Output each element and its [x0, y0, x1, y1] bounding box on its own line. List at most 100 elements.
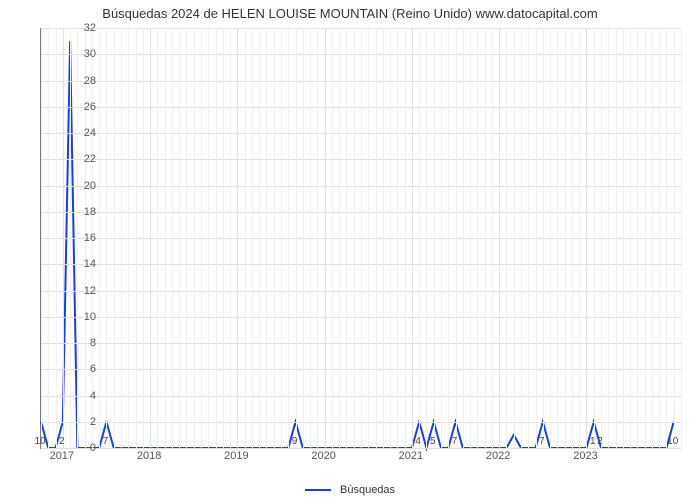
gridline-v-minor — [528, 28, 529, 448]
gridline-v-minor — [208, 28, 209, 448]
datapoint-label: 1 — [590, 436, 596, 447]
gridline-v — [412, 28, 413, 448]
xtick-label: 2022 — [486, 450, 510, 462]
gridline-v-minor — [397, 28, 398, 448]
gridline-v-minor — [274, 28, 275, 448]
gridline-v-minor — [179, 28, 180, 448]
gridline-v-minor — [223, 28, 224, 448]
gridline-v-minor — [659, 28, 660, 448]
xtick-label: 2019 — [224, 450, 248, 462]
gridline-v-minor — [492, 28, 493, 448]
plot-area — [40, 28, 681, 449]
gridline-v-minor — [572, 28, 573, 448]
chart-container: Búsquedas 2024 de HELEN LOUISE MOUNTAIN … — [0, 0, 700, 500]
gridline-v-minor — [681, 28, 682, 448]
gridline-v-minor — [506, 28, 507, 448]
gridline-h — [41, 448, 681, 449]
ytick-label: 32 — [46, 22, 96, 34]
gridline-v-minor — [186, 28, 187, 448]
gridline-v-minor — [346, 28, 347, 448]
xtick-label: 2018 — [137, 450, 161, 462]
ytick-label: 22 — [46, 153, 96, 165]
ytick-label: 24 — [46, 127, 96, 139]
gridline-v — [150, 28, 151, 448]
ytick-label: 12 — [46, 285, 96, 297]
gridline-v-minor — [252, 28, 253, 448]
gridline-v-minor — [266, 28, 267, 448]
chart-title: Búsquedas 2024 de HELEN LOUISE MOUNTAIN … — [0, 6, 700, 21]
gridline-v-minor — [245, 28, 246, 448]
gridline-v-minor — [361, 28, 362, 448]
xtick-label: 2017 — [50, 450, 74, 462]
gridline-v-minor — [536, 28, 537, 448]
gridline-v-minor — [288, 28, 289, 448]
ytick-label: 30 — [46, 48, 96, 60]
gridline-v — [586, 28, 587, 448]
gridline-v-minor — [434, 28, 435, 448]
gridline-v-minor — [630, 28, 631, 448]
gridline-v — [237, 28, 238, 448]
ytick-label: 2 — [46, 416, 96, 428]
ytick-label: 6 — [46, 363, 96, 375]
gridline-v-minor — [448, 28, 449, 448]
gridline-v-minor — [201, 28, 202, 448]
gridline-v-minor — [645, 28, 646, 448]
gridline-v-minor — [405, 28, 406, 448]
gridline-v-minor — [41, 28, 42, 448]
datapoint-label: 10 — [667, 436, 678, 447]
gridline-v-minor — [376, 28, 377, 448]
gridline-v-minor — [666, 28, 667, 448]
xtick-label: 2023 — [573, 450, 597, 462]
gridline-v-minor — [594, 28, 595, 448]
gridline-v-minor — [296, 28, 297, 448]
ytick-label: 10 — [46, 311, 96, 323]
xtick-label: 2020 — [311, 450, 335, 462]
gridline-v-minor — [383, 28, 384, 448]
gridline-v-minor — [165, 28, 166, 448]
gridline-v-minor — [216, 28, 217, 448]
gridline-v-minor — [485, 28, 486, 448]
gridline-v-minor — [477, 28, 478, 448]
gridline-v-minor — [339, 28, 340, 448]
legend-label: Búsquedas — [340, 484, 395, 496]
gridline-v-minor — [565, 28, 566, 448]
gridline-v-minor — [259, 28, 260, 448]
ytick-label: 4 — [46, 390, 96, 402]
gridline-v-minor — [470, 28, 471, 448]
gridline-v-minor — [281, 28, 282, 448]
datapoint-label: 7 — [103, 436, 109, 447]
gridline-v-minor — [557, 28, 558, 448]
gridline-v-minor — [616, 28, 617, 448]
ytick-label: 14 — [46, 258, 96, 270]
gridline-v-minor — [637, 28, 638, 448]
gridline-v — [325, 28, 326, 448]
gridline-v-minor — [550, 28, 551, 448]
gridline-v-minor — [543, 28, 544, 448]
ytick-label: 20 — [46, 180, 96, 192]
gridline-v-minor — [463, 28, 464, 448]
gridline-v-minor — [136, 28, 137, 448]
gridline-v-minor — [579, 28, 580, 448]
gridline-v-minor — [332, 28, 333, 448]
gridline-v-minor — [426, 28, 427, 448]
gridline-v-minor — [456, 28, 457, 448]
ytick-label: 8 — [46, 337, 96, 349]
ytick-label: 18 — [46, 206, 96, 218]
gridline-v-minor — [623, 28, 624, 448]
gridline-v-minor — [310, 28, 311, 448]
gridline-v-minor — [121, 28, 122, 448]
gridline-v-minor — [194, 28, 195, 448]
datapoint-label: 4 — [415, 436, 421, 447]
gridline-v-minor — [114, 28, 115, 448]
gridline-v-minor — [419, 28, 420, 448]
datapoint-label: 10 — [34, 436, 45, 447]
gridline-v-minor — [514, 28, 515, 448]
gridline-v-minor — [390, 28, 391, 448]
gridline-v-minor — [354, 28, 355, 448]
gridline-v — [499, 28, 500, 448]
legend-swatch — [305, 489, 331, 491]
datapoint-label: 2 — [59, 436, 65, 447]
gridline-v-minor — [99, 28, 100, 448]
gridline-v-minor — [106, 28, 107, 448]
datapoint-label: 2 — [597, 436, 603, 447]
